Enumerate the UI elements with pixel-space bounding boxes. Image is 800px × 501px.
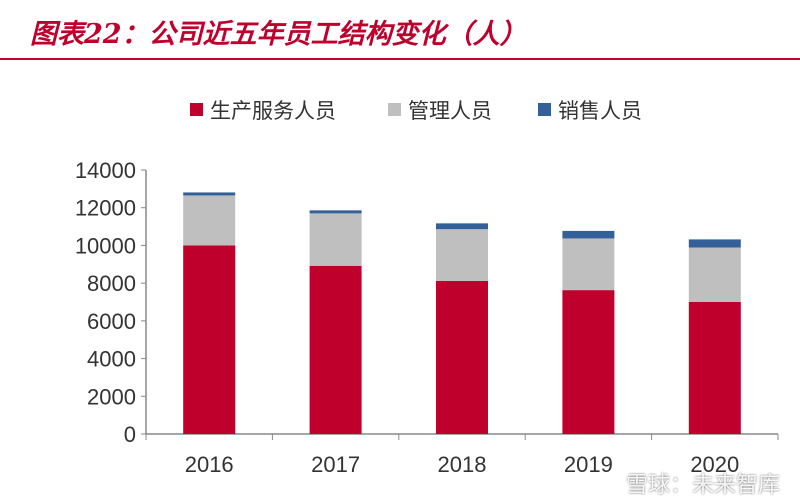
bar-2019-series-1	[562, 238, 615, 291]
y-tick-label: 10000	[75, 233, 136, 258]
y-tick-label: 14000	[75, 158, 136, 183]
bar-2016-series-0	[183, 245, 236, 434]
bar-2016-series-2	[183, 192, 236, 196]
bar-2018-series-1	[436, 229, 488, 281]
bar-2016-series-1	[183, 195, 236, 246]
bar-2017-series-2	[309, 210, 362, 214]
title-underline	[0, 58, 800, 60]
bar-2017-series-1	[309, 213, 362, 266]
x-tick-label: 2020	[690, 452, 739, 477]
y-tick-label: 0	[124, 422, 136, 447]
legend-swatch	[190, 103, 203, 116]
bar-2017-series-0	[309, 265, 362, 434]
bar-2019-series-0	[562, 290, 615, 434]
bar-2018-series-2	[436, 223, 488, 230]
bar-2020-series-1	[688, 247, 741, 302]
x-tick-label: 2017	[311, 452, 360, 477]
legend-label: 生产服务人员	[210, 99, 336, 123]
x-tick-label: 2018	[438, 452, 487, 477]
bar-2020-series-0	[688, 302, 741, 434]
watermark: 雪球：未来智库	[625, 473, 780, 498]
y-tick-label: 12000	[75, 196, 136, 221]
legend-swatch	[388, 103, 401, 116]
legend-label: 销售人员	[558, 99, 642, 123]
x-tick-label: 2016	[185, 452, 234, 477]
y-tick-label: 8000	[87, 271, 136, 296]
figure-title: 图表22：公司近五年员工结构变化（人）	[30, 19, 527, 50]
y-tick-label: 6000	[87, 309, 136, 334]
y-tick-label: 2000	[87, 384, 136, 409]
legend-label: 管理人员	[408, 99, 492, 123]
bar-2020-series-2	[688, 239, 741, 248]
y-tick-label: 4000	[87, 347, 136, 372]
legend-swatch	[538, 103, 551, 116]
bar-2019-series-2	[562, 230, 615, 239]
x-tick-label: 2019	[564, 452, 613, 477]
bar-2018-series-0	[436, 280, 488, 434]
